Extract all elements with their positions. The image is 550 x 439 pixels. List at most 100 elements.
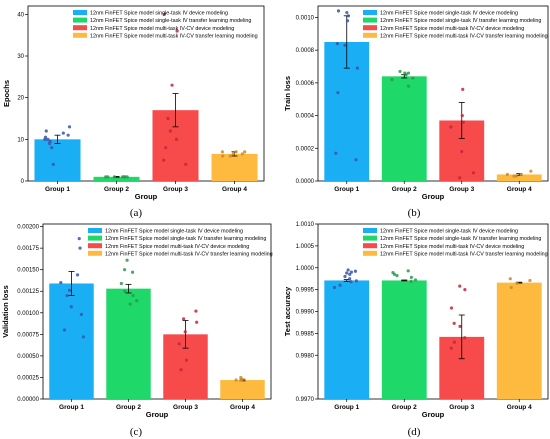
data-point xyxy=(449,125,453,129)
data-point xyxy=(406,71,411,75)
legend-label: 12nm FinFET Spice model single-task IV d… xyxy=(380,11,518,17)
y-tick-label: 1.0005 xyxy=(296,244,315,250)
legend-label: 12nm FinFET Spice model multi-task IV-CV… xyxy=(105,251,273,257)
y-tick-label: 0.00150 xyxy=(17,268,39,274)
legend-label: 12nm FinFET Spice model multi-task IV-CV… xyxy=(90,26,234,32)
data-point xyxy=(131,293,135,298)
data-point xyxy=(77,237,81,241)
data-point xyxy=(106,175,110,179)
panel-caption: (c) xyxy=(130,426,143,438)
y-tick-label: 0.9985 xyxy=(296,331,315,337)
y-axis-title: Epochs xyxy=(2,80,11,107)
data-point xyxy=(349,270,354,274)
data-point xyxy=(392,272,397,276)
x-axis-title: Group xyxy=(422,192,445,201)
data-point xyxy=(78,246,82,250)
bar xyxy=(106,288,151,399)
legend-label: 12nm FinFET Spice model multi-task IV-CV… xyxy=(380,33,548,39)
legend-label: 12nm FinFET Spice model multi-task IV-CV… xyxy=(380,244,524,250)
data-point xyxy=(514,174,518,178)
bar xyxy=(220,380,265,399)
data-point xyxy=(119,281,123,286)
data-point xyxy=(184,358,189,362)
y-tick-label: 0.00075 xyxy=(17,332,39,338)
x-category-label: Group 1 xyxy=(59,404,84,411)
data-point xyxy=(411,76,415,80)
data-point xyxy=(81,335,85,339)
data-point xyxy=(44,129,48,133)
data-point xyxy=(168,129,172,133)
data-point xyxy=(406,84,411,88)
y-tick-label: 0.00100 xyxy=(17,311,39,317)
y-tick-label: 0 xyxy=(21,179,25,185)
y-tick-label: 0.00025 xyxy=(17,375,39,381)
x-category-label: Group 2 xyxy=(116,404,141,411)
legend-swatch xyxy=(363,243,377,249)
legend-swatch xyxy=(363,17,377,23)
data-point xyxy=(46,137,50,141)
legend-swatch xyxy=(73,32,87,38)
y-tick-label: 1.0000 xyxy=(296,266,315,272)
chart-panel-a: 0 10 20 30 40 Group 1 Group 2 Group 3 Group 4 Gro… xyxy=(2,5,265,219)
bar xyxy=(381,280,427,399)
data-point xyxy=(463,288,467,292)
bar xyxy=(496,282,542,399)
y-tick-label: 0.0002 xyxy=(296,146,315,152)
chart-panel-c: 0.00000 0.00025 0.00050 0.00075 0.00100 0.001… xyxy=(1,223,273,438)
data-point xyxy=(512,174,516,178)
data-point xyxy=(336,91,340,95)
y-axis-title: Train loss xyxy=(283,76,292,111)
data-point xyxy=(59,281,63,285)
legend-label: 12nm FinFET Spice model single-task IV t… xyxy=(90,18,251,24)
data-point xyxy=(48,139,52,144)
data-point xyxy=(349,280,353,284)
data-point xyxy=(471,171,476,175)
data-point xyxy=(390,77,394,82)
y-tick-label: 0.0006 xyxy=(296,81,315,87)
data-point xyxy=(195,320,199,324)
data-point xyxy=(458,176,462,180)
data-point xyxy=(162,158,166,162)
data-point xyxy=(67,288,72,292)
x-category-label: Group 3 xyxy=(449,186,474,193)
x-category-label: Group 4 xyxy=(230,404,255,411)
data-point xyxy=(194,309,198,313)
legend-swatch xyxy=(363,32,377,38)
data-point xyxy=(449,306,454,310)
data-point xyxy=(228,154,232,158)
legend-label: 12nm FinFET Spice model single-task IV t… xyxy=(380,236,541,242)
legend-swatch xyxy=(363,10,377,15)
bar xyxy=(381,76,427,181)
data-point xyxy=(345,19,350,23)
data-point xyxy=(452,321,456,325)
data-point xyxy=(395,274,399,278)
y-tick-label: 0.00200 xyxy=(17,225,39,231)
data-point xyxy=(449,346,453,350)
data-point xyxy=(409,275,413,279)
data-point xyxy=(240,152,244,156)
data-point xyxy=(460,149,464,154)
data-point xyxy=(348,277,352,281)
data-point xyxy=(519,172,523,177)
legend-swatch xyxy=(363,228,377,233)
y-tick-label: 1.0010 xyxy=(296,222,315,228)
data-point xyxy=(170,83,174,87)
data-point xyxy=(335,42,339,46)
plot-frame xyxy=(42,223,272,400)
x-axis-title: Group xyxy=(422,410,445,419)
legend-swatch xyxy=(88,243,102,249)
data-point xyxy=(231,152,235,156)
data-point xyxy=(234,150,238,154)
bar xyxy=(93,176,140,181)
panel-caption: (b) xyxy=(408,207,421,219)
data-point xyxy=(243,150,247,154)
data-point xyxy=(458,284,462,288)
legend-swatch xyxy=(73,25,87,31)
x-category-label: Group 4 xyxy=(222,186,247,193)
data-point xyxy=(463,336,467,340)
data-point xyxy=(406,269,410,273)
x-category-label: Group 1 xyxy=(45,186,70,193)
legend-label: 12nm FinFET Spice model multi-task IV-CV… xyxy=(90,33,258,39)
data-point xyxy=(240,377,244,381)
